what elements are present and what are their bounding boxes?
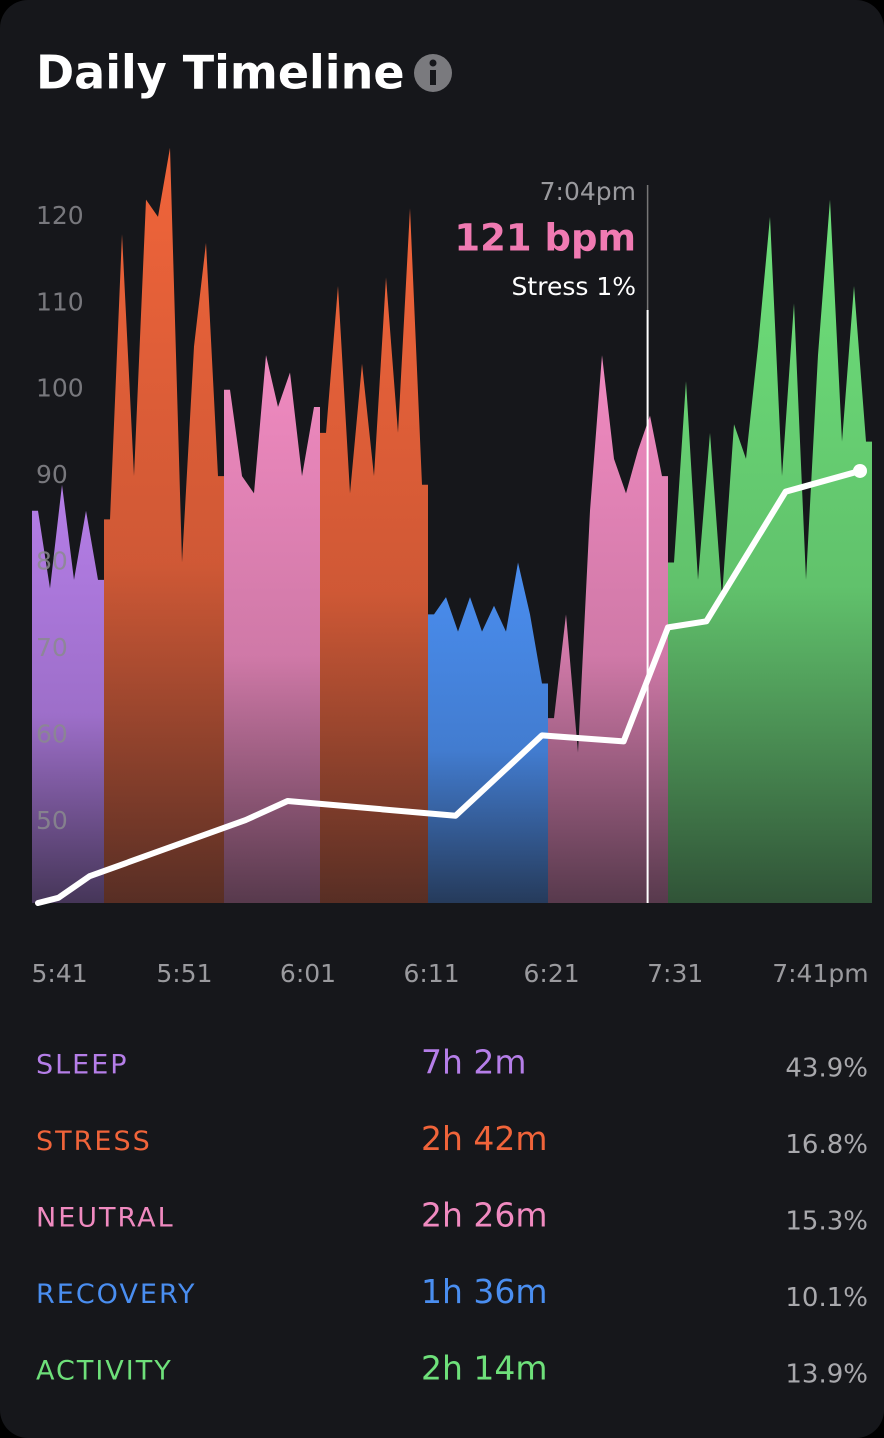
y-tick-label: 80 bbox=[36, 547, 68, 576]
zone-label: NEUTRAL bbox=[36, 1203, 175, 1234]
zone-percent: 16.8% bbox=[785, 1130, 868, 1160]
zone-label: ACTIVITY bbox=[36, 1356, 173, 1387]
x-tick-label: 6:01 bbox=[280, 959, 336, 988]
title: Daily Timeline bbox=[36, 46, 405, 100]
stress-line bbox=[35, 467, 863, 906]
x-tick-label: 6:11 bbox=[404, 959, 460, 988]
zone-label: SLEEP bbox=[36, 1050, 129, 1081]
cursor-time: 7:04pm bbox=[540, 177, 636, 206]
info-icon[interactable] bbox=[414, 54, 452, 92]
zone-percent: 43.9% bbox=[785, 1054, 868, 1084]
hr-area bbox=[548, 355, 668, 903]
x-tick-label: 6:21 bbox=[524, 959, 580, 988]
y-tick-label: 110 bbox=[36, 287, 84, 316]
x-tick-label: 5:41 bbox=[32, 959, 88, 988]
zone-duration: 2h 26m bbox=[421, 1196, 548, 1235]
y-tick-label: 90 bbox=[36, 460, 68, 489]
cursor-stress: Stress 1% bbox=[512, 272, 636, 301]
x-tick-label: 7:41pm bbox=[772, 959, 868, 988]
hr-area bbox=[668, 199, 872, 904]
y-tick-label: 100 bbox=[36, 374, 84, 403]
y-tick-label: 70 bbox=[36, 633, 68, 662]
hr-area bbox=[104, 147, 224, 903]
y-tick-label: 60 bbox=[36, 719, 68, 748]
hr-area bbox=[320, 208, 428, 904]
zone-duration: 2h 42m bbox=[421, 1119, 548, 1158]
hr-area bbox=[32, 484, 104, 903]
hr-area bbox=[428, 562, 548, 903]
zone-percent: 15.3% bbox=[785, 1207, 868, 1237]
zone-label: RECOVERY bbox=[36, 1279, 197, 1310]
x-tick-label: 7:31 bbox=[647, 959, 703, 988]
x-tick-label: 5:51 bbox=[156, 959, 212, 988]
y-tick-label: 120 bbox=[36, 201, 84, 230]
stress-end bbox=[853, 463, 867, 478]
zone-percent: 10.1% bbox=[785, 1283, 868, 1313]
zone-duration: 2h 14m bbox=[421, 1349, 548, 1388]
zone-label: STRESS bbox=[36, 1126, 152, 1157]
y-tick-label: 50 bbox=[36, 806, 68, 835]
cursor-value: 121 bpm bbox=[454, 217, 636, 260]
hr-area bbox=[224, 355, 320, 903]
zone-duration: 7h 2m bbox=[421, 1043, 527, 1082]
zone-duration: 1h 36m bbox=[421, 1272, 548, 1311]
zone-percent: 13.9% bbox=[785, 1360, 868, 1390]
